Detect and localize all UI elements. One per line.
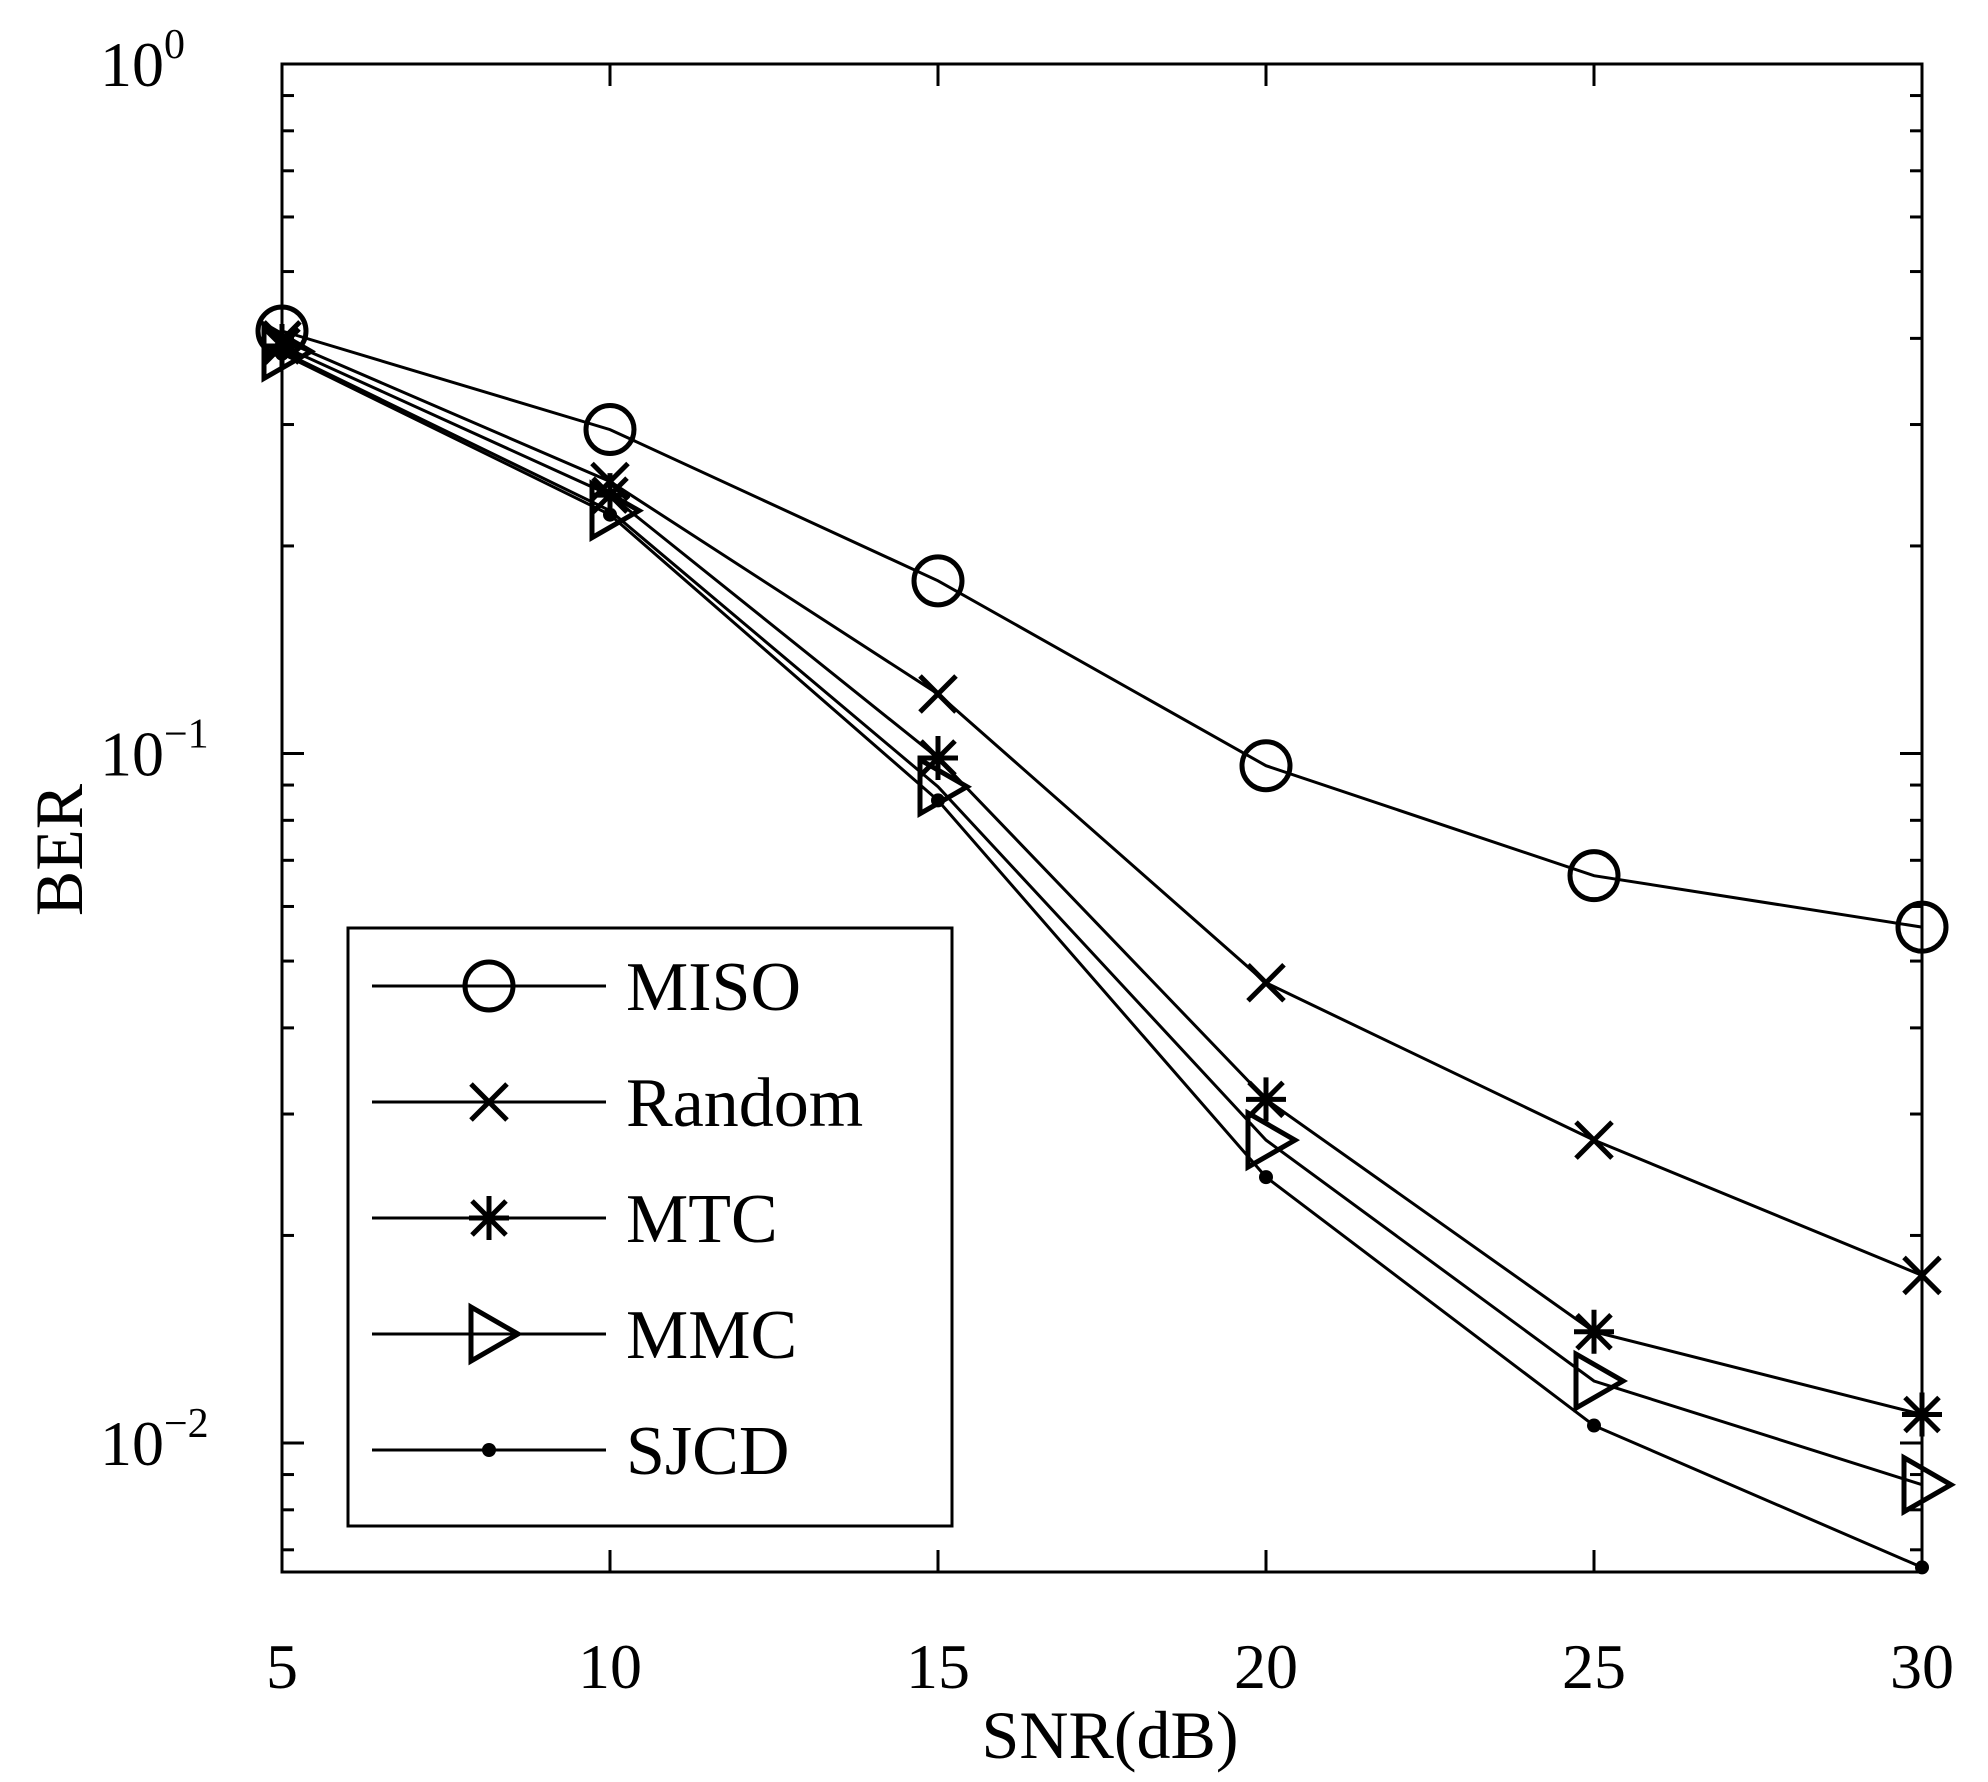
x-tick-label: 30 — [1890, 1631, 1954, 1702]
legend-label-mmc: MMC — [626, 1297, 797, 1374]
x-tick-label: 15 — [906, 1631, 970, 1702]
data-point-mmc — [261, 320, 317, 383]
data-point-miso — [1567, 849, 1621, 903]
series-line-sjcd — [281, 352, 1923, 1569]
data-point-random — [1246, 963, 1286, 1003]
data-point-miso — [1239, 739, 1293, 793]
x-tick-label: 25 — [1562, 1631, 1626, 1702]
data-point-mmc — [1245, 1108, 1301, 1172]
series-line-miso — [281, 329, 1923, 929]
legend-label-mtc: MTC — [626, 1181, 778, 1258]
data-point-mtc — [1246, 1077, 1286, 1122]
data-point-mmc — [1573, 1349, 1629, 1413]
data-point-sjcd — [931, 793, 945, 808]
data-point-sjcd — [1259, 1170, 1273, 1185]
x-axis-label: SNR(dB) — [982, 1697, 1239, 1773]
series-line-mtc — [281, 344, 1923, 1416]
data-point-sjcd — [1587, 1418, 1601, 1433]
legend-marker-mmc — [468, 1302, 524, 1366]
data-point-mmc — [589, 479, 645, 542]
data-point-mtc — [918, 736, 958, 781]
x-tick-label: 5 — [266, 1631, 298, 1702]
legend-marker-mtc — [469, 1196, 509, 1240]
data-point-mmc — [1901, 1453, 1957, 1517]
legend-marker-sjcd — [482, 1443, 496, 1457]
x-tick-labels: 5 10 15 20 25 30 — [266, 1631, 1954, 1702]
legend-marker-random — [469, 1082, 509, 1122]
plot-frame — [280, 62, 1924, 1574]
legend-marker-miso — [462, 959, 516, 1013]
legend: MISO Random MTC MMC SJCD — [346, 926, 954, 1528]
series-line-random — [281, 338, 1923, 1277]
data-point-sjcd — [603, 507, 617, 522]
data-point-random — [1574, 1120, 1614, 1160]
data-point-mtc — [1574, 1309, 1614, 1354]
legend-box — [346, 926, 954, 1528]
y-axis-label: BER — [21, 783, 97, 916]
series-group — [255, 304, 1957, 1575]
legend-label-miso: MISO — [626, 949, 801, 1026]
data-point-random — [918, 674, 958, 714]
legend-label-random: Random — [626, 1065, 863, 1142]
x-tick-label: 10 — [578, 1631, 642, 1702]
series-line-mmc — [281, 350, 1923, 1487]
legend-label-sjcd: SJCD — [626, 1413, 789, 1490]
x-tick-label: 20 — [1234, 1631, 1298, 1702]
data-point-miso — [583, 403, 637, 457]
data-point-miso — [911, 554, 965, 608]
